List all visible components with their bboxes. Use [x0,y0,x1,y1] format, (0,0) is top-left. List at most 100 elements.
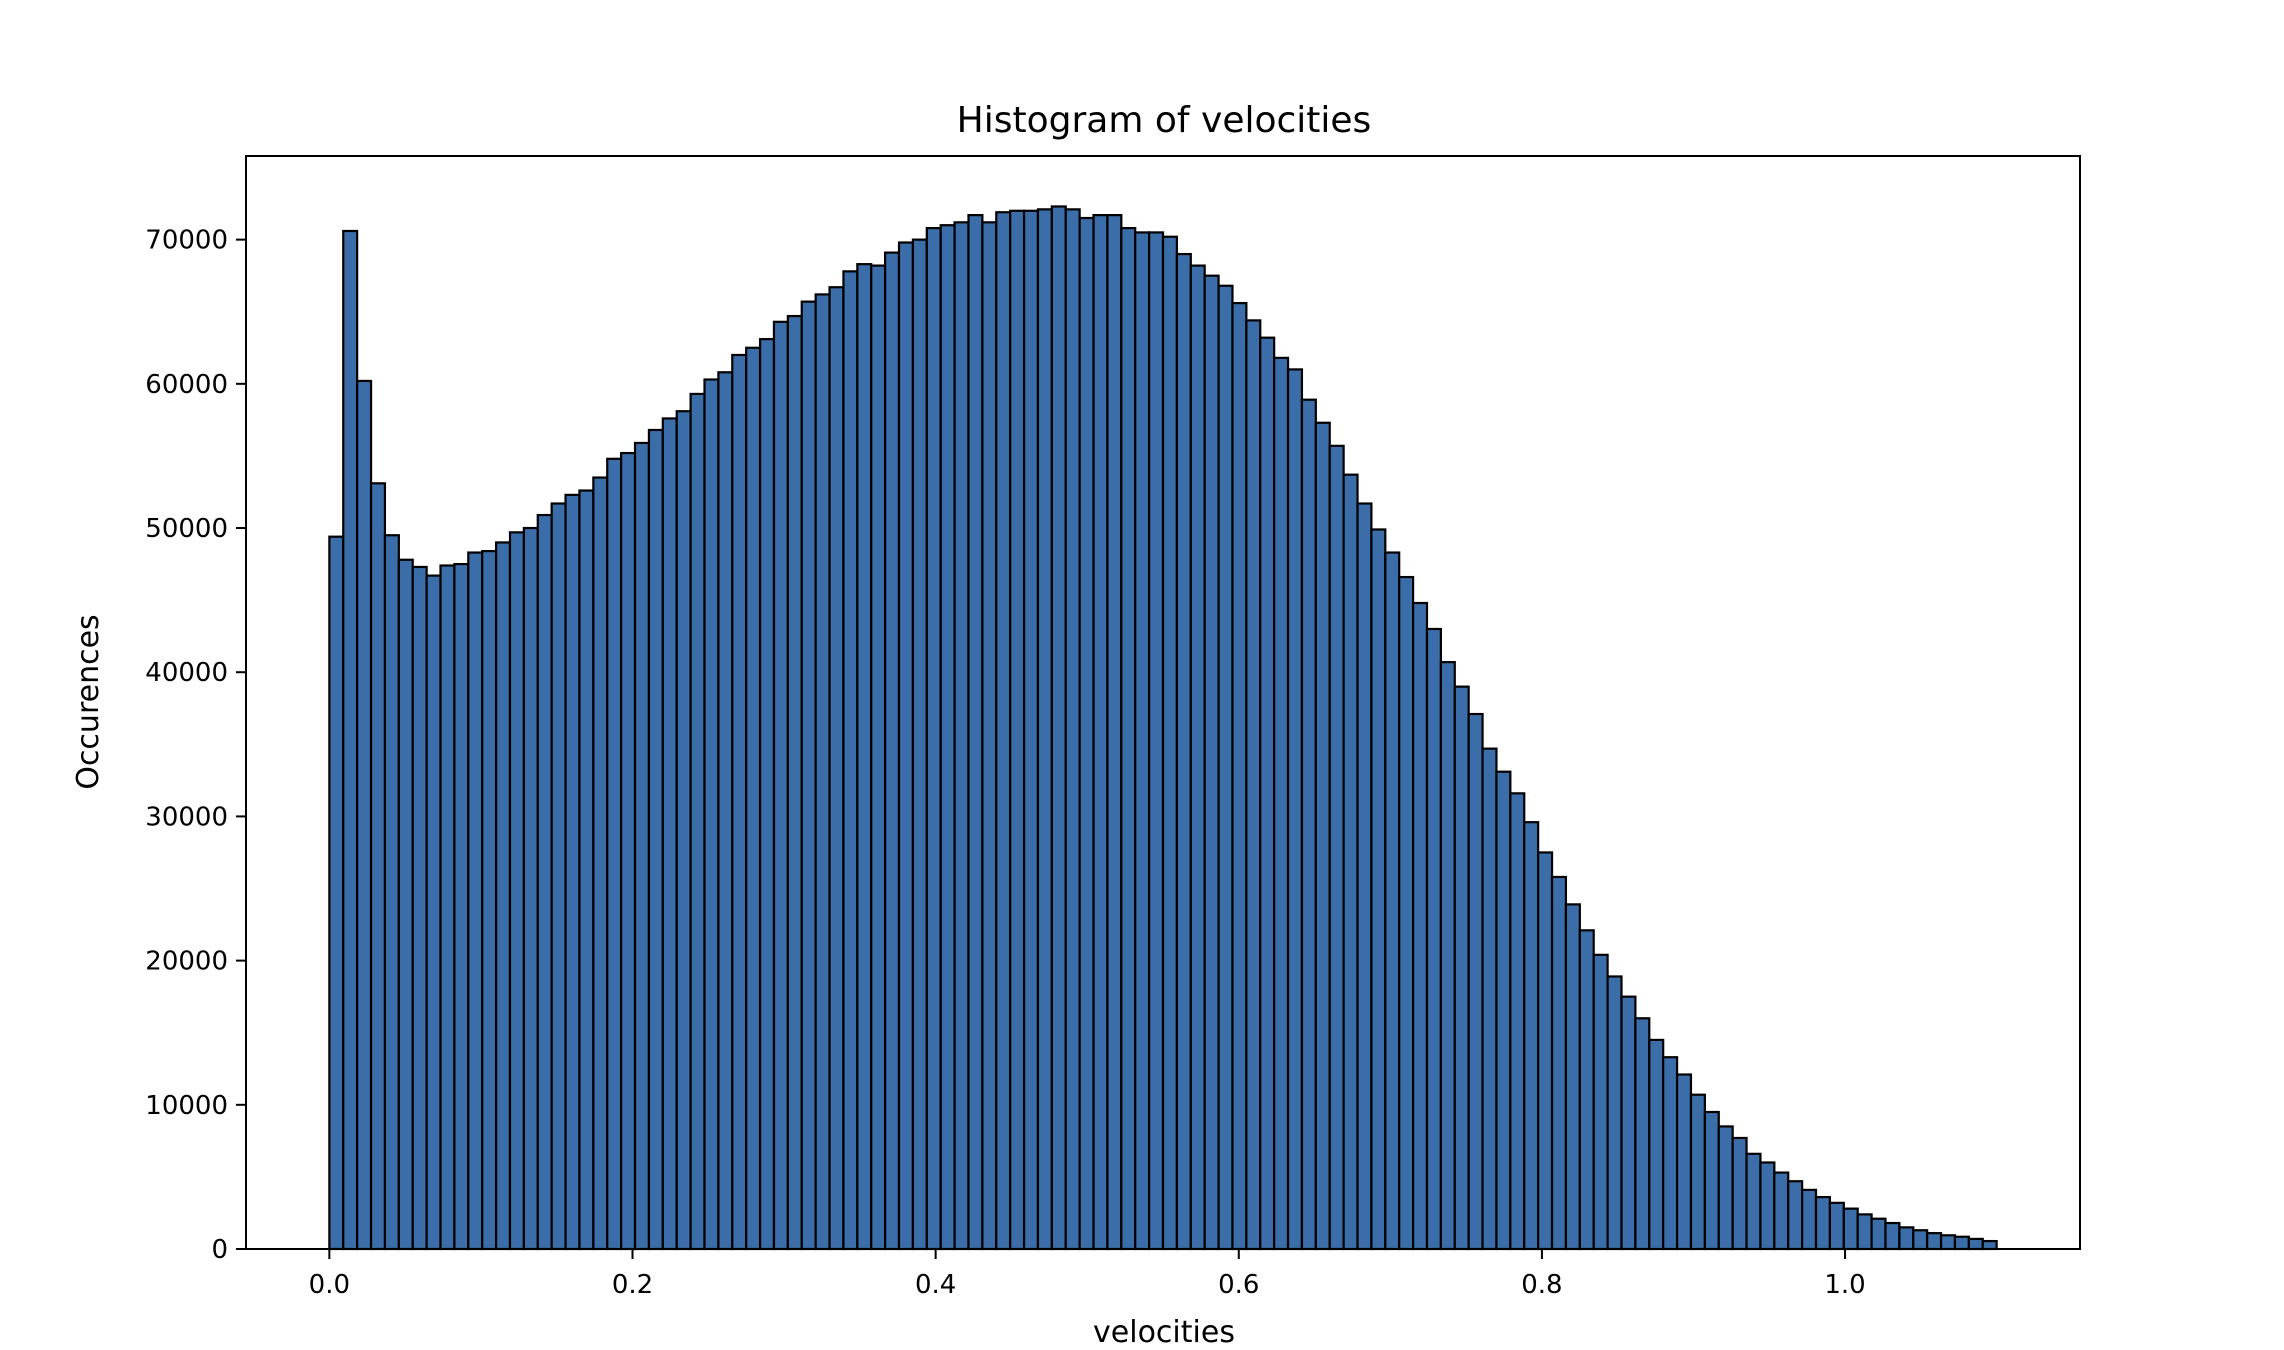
histogram-bar [481,549,498,1251]
histogram-bar [1245,319,1262,1251]
histogram-bar [606,457,623,1251]
histogram-bar [1662,1056,1679,1251]
histogram-bar [397,558,414,1251]
chart-title: Histogram of velocities [957,100,1372,141]
histogram-bar [494,541,512,1251]
histogram-bar [1259,336,1276,1251]
histogram-bar [1939,1234,1957,1251]
histogram-bar [328,535,345,1251]
histogram-bar [425,574,442,1251]
histogram-bar [1745,1152,1762,1251]
histogram-bar [1050,205,1067,1251]
histogram-bar [1439,661,1456,1251]
histogram-bar [647,428,664,1251]
histogram-bar [1495,770,1512,1251]
histogram-bar [1967,1237,1984,1251]
histogram-bar [1564,903,1581,1251]
histogram-bar [1120,226,1137,1251]
histogram-bar [1231,301,1248,1251]
histogram-bar [369,482,387,1251]
histogram-bar [1981,1239,1998,1251]
x-tick-label: 0.8 [1521,1270,1562,1300]
y-tick-label: 50000 [145,514,228,544]
histogram-bar [1189,264,1206,1251]
histogram-bar [717,371,734,1251]
histogram-bar [1870,1217,1887,1251]
histogram-bar [703,378,720,1251]
histogram-bar [786,314,803,1251]
histogram-bar [745,346,762,1251]
x-axis-ticks: 0.0 0.2 0.4 0.6 0.8 1.0 [309,1249,1866,1300]
histogram-bar [1787,1180,1804,1251]
histogram-bar [1592,953,1609,1251]
y-axis-ticks: 0 10000 20000 30000 40000 50000 60000 70000 [145,226,246,1265]
histogram-bar [592,476,609,1251]
histogram-bar [1801,1188,1818,1251]
histogram-bar [1384,551,1401,1251]
histogram-bar [911,238,928,1251]
histogram-bar [522,526,539,1251]
histogram-bar [1606,975,1623,1251]
histogram-bar [1356,502,1373,1251]
histogram-bar [1453,685,1470,1251]
histogram-bar [578,489,595,1251]
histogram-bar [342,229,359,1251]
histogram-bar [1550,875,1568,1251]
histogram-bar [439,564,456,1251]
histogram-bar [1134,231,1151,1251]
x-tick-label: 0.0 [309,1270,350,1300]
histogram-bar [856,263,873,1251]
histogram-bar [508,531,525,1251]
histogram-bar [1648,1038,1665,1251]
histogram-bar [1286,368,1304,1251]
histogram-bar [1398,575,1415,1251]
histogram-bar [633,441,651,1251]
histogram-bar [800,300,817,1251]
histogram-bar [689,392,706,1251]
histogram-bar [1273,356,1290,1251]
histogram-bar [758,338,776,1251]
histogram-bar [1759,1161,1776,1251]
histogram-bar [1036,208,1053,1251]
y-tick-label: 0 [211,1235,228,1265]
histogram-bar [1731,1136,1748,1251]
histogram-bar [1078,216,1095,1251]
histogram-bar [870,264,887,1251]
x-tick-label: 0.6 [1218,1270,1259,1300]
x-axis-label: velocities [1093,1315,1235,1350]
histogram-bar [1703,1110,1720,1251]
y-tick-label: 30000 [145,802,228,832]
histogram-bar [1148,231,1165,1251]
histogram-bar [1106,214,1123,1251]
histogram-bar [1092,214,1109,1251]
histogram-bar [1717,1125,1734,1251]
histogram-bar [1009,209,1026,1251]
histogram-bar [1481,747,1498,1251]
histogram-bar [1828,1201,1845,1251]
histogram-bar [1856,1213,1873,1251]
histogram-bar [1328,444,1345,1251]
histogram-bar [1773,1171,1790,1251]
histogram-bar [1912,1229,1929,1251]
x-tick-label: 0.4 [915,1270,956,1300]
x-tick-label: 0.2 [612,1270,653,1300]
histogram-bar [897,241,915,1251]
histogram-bar [1161,235,1178,1251]
histogram-bar [1300,398,1317,1251]
histogram-bar [939,224,956,1251]
histogram-bar [1523,821,1540,1251]
histogram-bar [1537,851,1554,1251]
histogram-bar [550,502,567,1251]
histogram-bar [467,551,484,1251]
histogram-bar [1842,1207,1859,1251]
histogram-bar [383,534,400,1251]
histogram-bar [356,379,373,1251]
histogram-bar [1898,1226,1915,1251]
x-tick-label: 1.0 [1824,1270,1865,1300]
histogram-bar [1217,284,1234,1251]
histogram-bar [1509,792,1526,1251]
histogram-bar [1467,712,1484,1251]
y-tick-label: 60000 [145,370,228,400]
histogram-bar [731,353,748,1251]
histogram-bar [1022,209,1040,1251]
